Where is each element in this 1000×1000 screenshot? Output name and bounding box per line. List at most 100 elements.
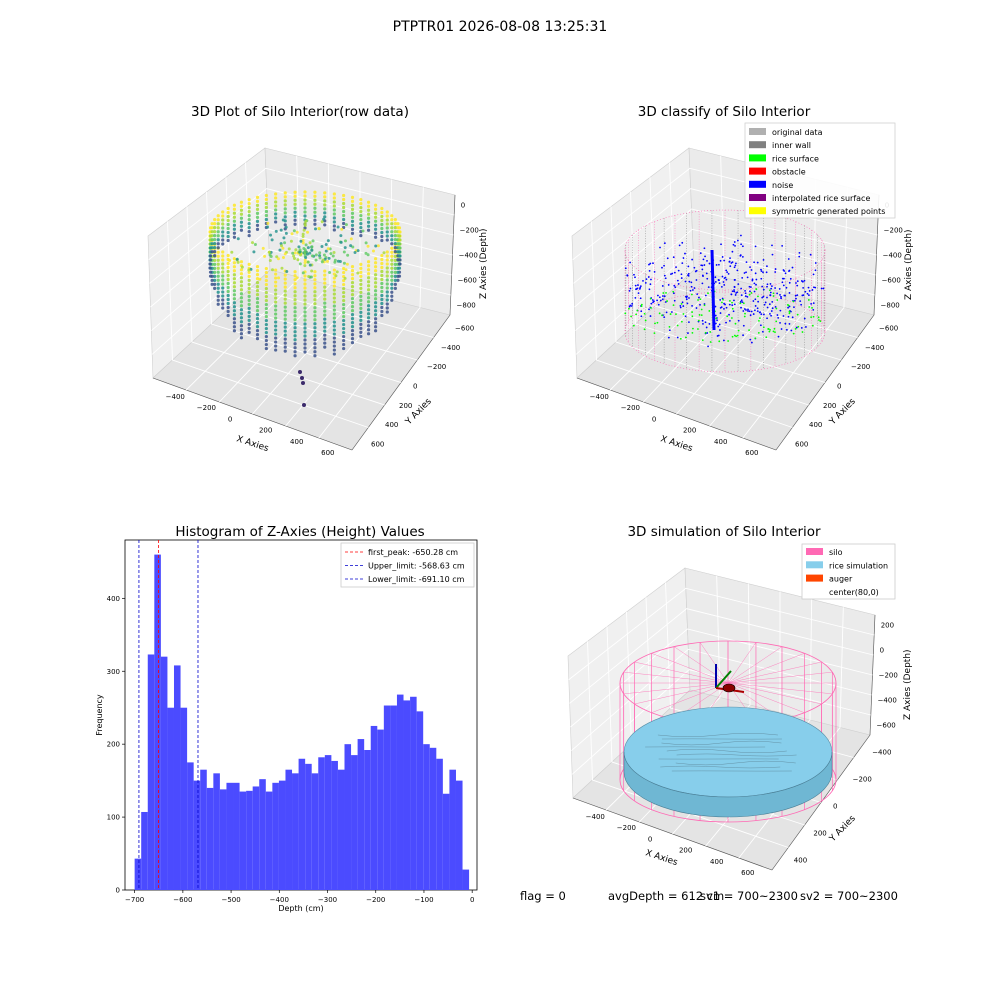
data-point bbox=[267, 250, 271, 254]
histogram-bar bbox=[173, 665, 181, 890]
data-point bbox=[342, 338, 346, 343]
data-point bbox=[373, 231, 378, 235]
data-point bbox=[332, 304, 336, 308]
histogram-bar bbox=[239, 791, 247, 890]
noise-point bbox=[791, 266, 794, 269]
data-point bbox=[310, 245, 314, 249]
data-point bbox=[390, 242, 394, 246]
data-point bbox=[274, 312, 278, 316]
noise-point bbox=[811, 289, 814, 291]
data-point bbox=[303, 314, 307, 318]
data-point bbox=[283, 313, 287, 317]
noise-point bbox=[747, 308, 749, 311]
data-point bbox=[274, 200, 278, 204]
noise-point bbox=[750, 269, 753, 271]
rice-surface-point bbox=[731, 301, 733, 304]
noise-point bbox=[794, 294, 797, 297]
data-point bbox=[274, 324, 278, 328]
rice-surface-point bbox=[718, 340, 721, 343]
data-point bbox=[359, 274, 363, 278]
data-point bbox=[226, 210, 230, 215]
data-point bbox=[366, 300, 371, 304]
data-point bbox=[318, 256, 322, 260]
rice-surface-point bbox=[630, 315, 633, 318]
data-point bbox=[314, 227, 318, 231]
noise-point bbox=[640, 310, 643, 313]
tick-label: 600 bbox=[741, 869, 754, 877]
data-point bbox=[306, 260, 310, 264]
rice-side bbox=[623, 751, 833, 818]
noise-point bbox=[690, 281, 693, 284]
data-point bbox=[323, 289, 327, 293]
data-point bbox=[213, 230, 217, 234]
data-point bbox=[232, 297, 237, 301]
data-point bbox=[255, 289, 260, 293]
noise-point bbox=[656, 299, 659, 302]
data-point bbox=[332, 251, 336, 255]
data-point bbox=[283, 207, 287, 211]
data-point bbox=[221, 290, 225, 294]
data-point bbox=[255, 211, 260, 215]
data-point bbox=[247, 302, 251, 306]
histogram-bar bbox=[226, 782, 234, 890]
rice-surface-point bbox=[662, 292, 665, 294]
noise-point bbox=[746, 295, 749, 298]
data-point bbox=[333, 258, 337, 262]
data-point bbox=[323, 333, 327, 337]
noise-point bbox=[673, 271, 676, 274]
data-point bbox=[247, 314, 251, 318]
rice-surface-point bbox=[796, 313, 799, 316]
data-point bbox=[255, 329, 260, 333]
tick-label: −600 bbox=[455, 325, 474, 333]
data-point bbox=[216, 290, 220, 294]
data-point bbox=[303, 322, 307, 326]
data-point bbox=[293, 306, 297, 310]
legend-swatch bbox=[806, 574, 823, 582]
data-point bbox=[239, 284, 244, 288]
data-point bbox=[293, 222, 297, 226]
noise-point bbox=[717, 263, 720, 266]
data-point bbox=[264, 197, 268, 202]
tick-label: −400 bbox=[586, 813, 605, 821]
data-point bbox=[382, 251, 386, 255]
data-point bbox=[359, 218, 363, 222]
data-point bbox=[336, 225, 340, 229]
noise-point bbox=[753, 290, 756, 293]
rice-surface-point bbox=[690, 293, 693, 296]
rice-surface-point bbox=[759, 317, 761, 320]
data-point bbox=[232, 227, 237, 231]
noise-point bbox=[734, 294, 737, 296]
noise-point bbox=[743, 308, 746, 310]
data-point bbox=[297, 245, 301, 249]
data-point bbox=[283, 223, 287, 227]
data-point bbox=[293, 334, 297, 338]
noise-point bbox=[691, 258, 694, 261]
data-point bbox=[290, 232, 294, 236]
noise-point bbox=[788, 292, 791, 294]
data-point bbox=[264, 334, 268, 339]
data-point bbox=[293, 302, 297, 306]
data-point bbox=[380, 261, 384, 266]
data-point bbox=[314, 258, 318, 262]
data-point bbox=[350, 285, 355, 289]
rice-surface-point bbox=[772, 295, 775, 297]
data-point bbox=[373, 297, 378, 301]
data-point bbox=[303, 206, 307, 210]
noise-point bbox=[725, 306, 728, 309]
data-point bbox=[350, 199, 355, 203]
noise-point bbox=[647, 276, 650, 278]
rice-surface-point bbox=[643, 328, 646, 331]
noise-point bbox=[745, 309, 747, 311]
data-point bbox=[359, 314, 363, 318]
tick-label: −200 bbox=[197, 404, 216, 412]
noise-point bbox=[733, 289, 735, 291]
data-point bbox=[303, 302, 307, 306]
rice-surface-point bbox=[757, 331, 760, 334]
tick-label: −800 bbox=[457, 302, 476, 310]
data-point bbox=[283, 277, 287, 281]
data-point bbox=[359, 266, 363, 270]
data-point bbox=[213, 262, 217, 266]
data-point bbox=[359, 322, 363, 326]
data-point bbox=[210, 226, 214, 230]
data-point bbox=[359, 326, 363, 330]
